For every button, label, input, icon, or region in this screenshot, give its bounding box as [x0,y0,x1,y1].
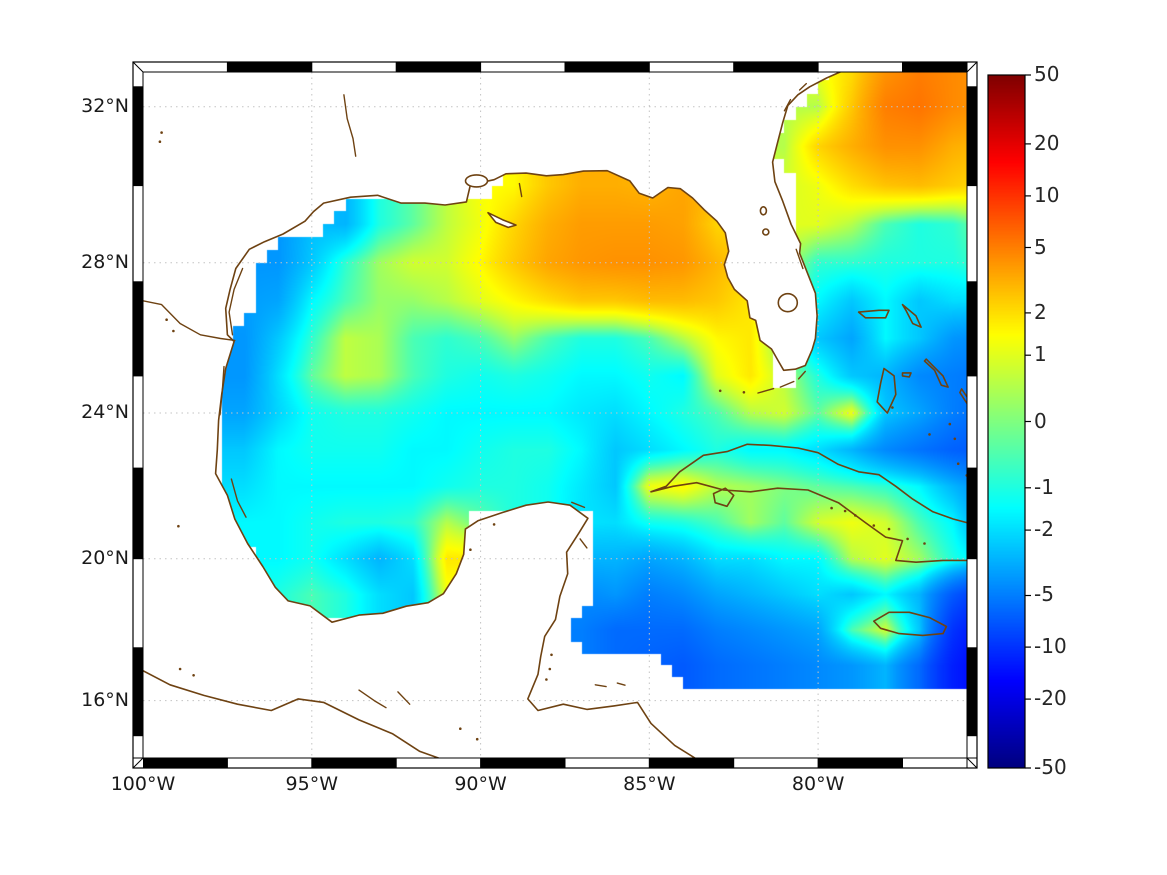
heatmap-field-canvas [143,72,967,758]
colorbar-tick-label: -10 [1034,634,1067,659]
frame-band [133,62,143,768]
frame-corner-miter [966,61,978,73]
frame-band [133,62,977,72]
frame-black-segment [565,62,650,72]
frame-black-segment [396,62,481,72]
colorbar-tick-label: -50 [1034,755,1067,779]
frame-black-segment [311,758,397,768]
colorbar-tick-label: 1 [1034,342,1047,367]
colorbar-tick-label: -5 [1034,582,1054,607]
frame-black-segment [133,86,143,186]
colorbar-tick-label: 0 [1034,408,1047,433]
colorbar-tick-label: -2 [1034,517,1054,542]
x-axis-tick-label: 100°W [110,773,176,795]
x-axis-tick-label: 80°W [791,773,845,795]
colorbar-tick-label: 5 [1034,234,1047,259]
frame-corner-miter [966,757,978,769]
frame-black-segment [902,62,967,72]
frame-black-segment [818,758,903,768]
colorbar-tick-label: 2 [1034,299,1047,324]
y-axis-tick-label: 28°N [81,250,129,273]
y-axis-tick-label: 24°N [81,400,129,423]
frame-corner-miter [132,757,144,769]
frame-corner-miter [132,61,144,73]
frame-band [967,62,977,768]
frame-black-segment [733,62,819,72]
frame-black-segment [480,758,565,768]
frame-black-segment [967,647,977,736]
frame-black-segment [967,468,977,559]
frame-black-segment [227,62,312,72]
y-axis-tick-label: 20°N [81,546,129,569]
x-axis-tick-label: 95°W [285,773,339,795]
y-axis-tick-label: 16°N [81,688,129,711]
colorbar-gradient-canvas [988,75,1025,768]
colorbar-tick-label: -20 [1034,686,1067,711]
frame-black-segment [143,758,228,768]
y-axis-tick-label: 32°N [81,94,129,117]
x-axis-tick-label: 85°W [623,773,676,795]
frame-band [133,758,977,768]
frame-black-segment [649,758,734,768]
colorbar-tick-label: 10 [1034,182,1060,207]
frame-black-segment [133,468,143,559]
colorbar-tick-label: 20 [1034,130,1060,155]
frame-black-segment [133,647,143,736]
island-long-island [972,426,987,446]
x-axis-tick-label: 90°W [454,773,507,795]
colorbar-tick-label: 50 [1034,62,1060,86]
frame-black-segment [133,281,143,376]
frame-black-segment [967,281,977,376]
frame-black-segment [967,86,977,186]
colorbar-tick-label: -1 [1034,474,1054,499]
